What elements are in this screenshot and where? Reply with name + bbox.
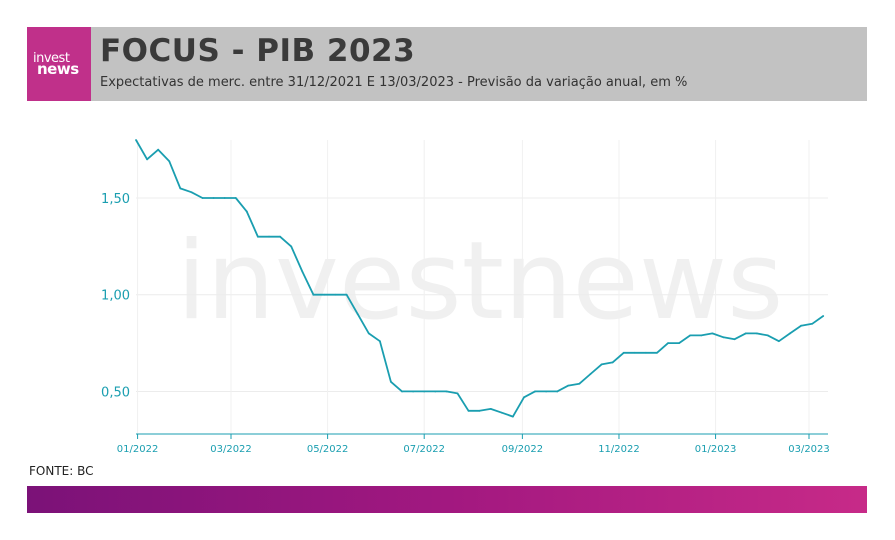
chart-title: FOCUS - PIB 2023 xyxy=(100,33,416,69)
data-point xyxy=(556,390,559,393)
grid-lines xyxy=(136,140,828,434)
data-point xyxy=(811,322,814,325)
data-point xyxy=(523,396,525,399)
data-point xyxy=(179,187,182,190)
data-point xyxy=(678,342,681,344)
data-point xyxy=(789,332,791,335)
data-point xyxy=(700,334,703,337)
data-point xyxy=(633,351,636,354)
logo-text-invest: invest xyxy=(33,51,70,66)
watermark: investnews xyxy=(177,219,784,344)
x-tick-label: 11/2022 xyxy=(598,444,640,455)
data-point xyxy=(478,409,481,412)
tick-labels: 0,50 1,00 1,50 01/2022 03/2022 05/2022 07/2022… xyxy=(101,192,830,455)
data-point xyxy=(401,390,403,393)
x-tick-label: 01/2022 xyxy=(117,444,159,455)
data-point xyxy=(534,390,536,393)
data-point xyxy=(223,197,226,199)
logo-text-news: news xyxy=(37,60,79,78)
chart-header: invest news FOCUS - PIB 2023 Expectativa… xyxy=(27,27,867,101)
data-point xyxy=(212,197,215,199)
data-point xyxy=(323,293,326,296)
data-point xyxy=(800,324,802,327)
data-point xyxy=(301,270,304,273)
data-point xyxy=(312,293,315,296)
data-point xyxy=(190,191,193,194)
data-point xyxy=(500,411,503,414)
data-point xyxy=(622,351,625,354)
data-point xyxy=(600,363,603,366)
data-point xyxy=(257,235,259,238)
y-tick-label: 1,50 xyxy=(101,192,130,207)
data-point xyxy=(656,351,658,354)
data-point xyxy=(711,332,714,335)
data-point xyxy=(268,235,270,238)
data-point xyxy=(168,160,171,163)
data-point xyxy=(334,293,337,296)
investnews-logo: invest news xyxy=(27,27,91,101)
data-point xyxy=(567,384,570,387)
data-point xyxy=(279,235,282,238)
data-point xyxy=(456,392,459,395)
data-point xyxy=(356,313,359,315)
data-point xyxy=(157,148,160,151)
data-point xyxy=(445,390,448,393)
data-point xyxy=(744,332,747,335)
x-tick-label: 03/2022 xyxy=(210,444,252,455)
data-point xyxy=(733,338,736,341)
data-point xyxy=(201,197,204,199)
data-point xyxy=(755,332,758,335)
brand-gradient-bar xyxy=(27,486,867,513)
data-point xyxy=(778,340,780,343)
data-point xyxy=(545,390,548,393)
data-point xyxy=(822,315,825,317)
chart-subtitle: Expectativas de merc. entre 31/12/2021 E… xyxy=(100,75,688,90)
axes xyxy=(136,433,828,439)
data-point xyxy=(234,197,237,199)
data-point xyxy=(412,390,415,393)
x-tick-label: 03/2023 xyxy=(788,444,830,455)
data-point xyxy=(345,293,348,296)
data-point xyxy=(467,409,470,412)
x-tick-label: 01/2023 xyxy=(695,444,737,455)
data-point xyxy=(390,380,392,383)
series-layer xyxy=(135,139,825,418)
data-point xyxy=(611,361,614,364)
x-tick-label: 09/2022 xyxy=(502,444,544,455)
data-point xyxy=(489,407,492,410)
y-tick-label: 0,50 xyxy=(101,385,130,400)
data-point xyxy=(423,390,426,393)
x-tick-label: 05/2022 xyxy=(307,444,349,455)
data-point xyxy=(245,210,248,213)
data-point xyxy=(511,415,514,418)
y-tick-label: 1,00 xyxy=(101,289,130,304)
data-point xyxy=(378,340,381,343)
data-point xyxy=(644,351,647,354)
data-point xyxy=(434,390,437,393)
data-point xyxy=(367,332,370,335)
data-point xyxy=(146,158,148,161)
data-point xyxy=(722,336,725,339)
data-point xyxy=(667,342,669,344)
data-point xyxy=(290,245,293,248)
data-point xyxy=(589,373,592,375)
data-point xyxy=(689,334,692,337)
x-tick-label: 07/2022 xyxy=(403,444,445,455)
data-point xyxy=(578,382,581,385)
data-point xyxy=(135,139,137,141)
data-point xyxy=(766,334,769,337)
source-note: FONTE: BC xyxy=(29,464,94,478)
